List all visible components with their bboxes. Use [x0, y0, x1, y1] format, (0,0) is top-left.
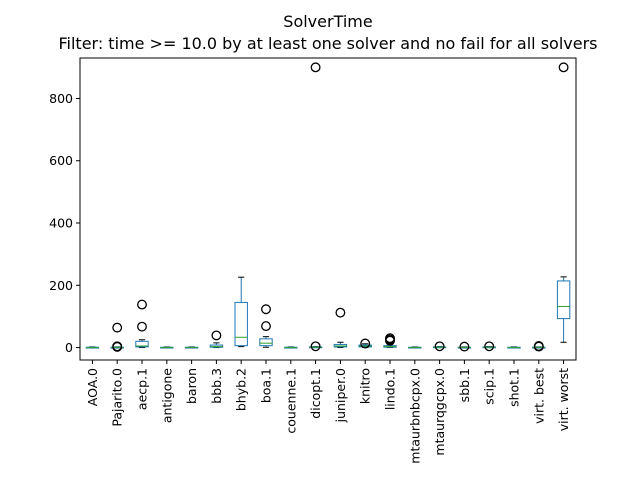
outlier-point: [335, 307, 346, 318]
outlier-point: [360, 338, 371, 349]
x-tick-label: Pajarito.0: [110, 368, 125, 427]
x-tick-label: lindo.1: [383, 368, 398, 410]
x-tick-label: sbb.1: [457, 368, 472, 402]
x-tick-label: bhyb.2: [234, 368, 249, 411]
outlier-point: [211, 330, 222, 341]
outlier-point: [385, 333, 395, 344]
x-tick-label: scip.1: [482, 368, 497, 405]
box: [234, 301, 248, 347]
outlier-point: [261, 321, 271, 332]
x-tick-label: AOA.0: [85, 368, 100, 406]
x-tick-label: antigone: [159, 368, 174, 423]
x-tick-label: couenne.1: [283, 368, 298, 434]
y-tick-label: 800: [49, 91, 73, 106]
outlier-point: [558, 62, 569, 73]
box: [135, 340, 149, 348]
outlier-point: [112, 341, 123, 352]
outlier-point: [137, 321, 147, 332]
outlier-point: [434, 341, 445, 352]
x-tick-label: shot.1: [507, 368, 522, 407]
outlier-point: [459, 341, 470, 352]
axes-frame: [79, 57, 577, 361]
y-tick-label: 600: [49, 153, 73, 168]
x-tick-label: juniper.0: [333, 368, 348, 423]
outlier-point: [484, 341, 495, 352]
outlier-point: [112, 322, 123, 333]
y-tick-label: 0: [65, 340, 73, 355]
x-tick-label: virt. worst: [556, 368, 571, 431]
outlier-point: [261, 304, 271, 315]
x-tick-label: baron: [184, 368, 199, 404]
x-tick-label: dicopt.1: [308, 368, 323, 419]
outlier-point: [310, 341, 321, 352]
x-tick-label: boa.1: [259, 368, 274, 403]
chart-title: SolverTime: [283, 12, 372, 31]
box: [259, 338, 273, 347]
plot-area: 0 200 400 600 800 AOA.0 Pajarito.0 aecp.1 antigo…: [49, 62, 571, 464]
x-tick-label: knitro: [358, 368, 373, 404]
x-tick-label: mtaurbnbcpx.0: [407, 368, 422, 464]
x-tick-label: bbb.3: [209, 368, 224, 404]
x-tick-label: virt. best: [531, 368, 546, 424]
outlier-point: [310, 62, 321, 73]
outlier-point: [137, 299, 147, 310]
x-tick-label: mtaurqgcpx.0: [432, 368, 447, 456]
x-tick-label: aecp.1: [135, 368, 150, 410]
box: [556, 280, 571, 320]
y-tick-label: 400: [49, 216, 73, 231]
chart-subtitle: Filter: time >= 10.0 by at least one sol…: [58, 34, 597, 53]
outlier-point: [533, 341, 544, 351]
y-tick-label: 200: [49, 278, 73, 293]
